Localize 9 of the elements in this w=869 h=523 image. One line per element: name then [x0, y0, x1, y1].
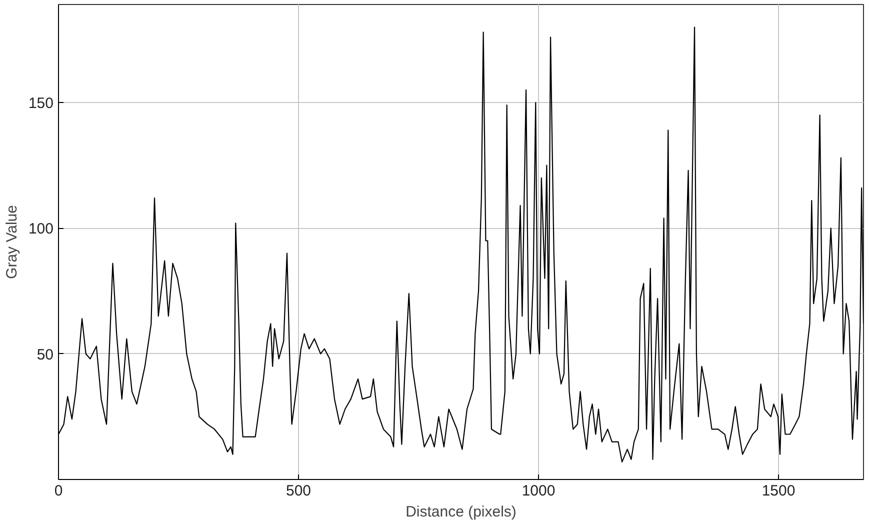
- x-axis-title: Distance (pixels): [406, 504, 516, 520]
- y-tick-label: 100: [28, 220, 54, 238]
- x-tick-label: 0: [54, 482, 63, 500]
- y-tick-label: 50: [36, 346, 54, 364]
- x-tick-label: 500: [286, 482, 312, 500]
- x-tick-label: 1500: [762, 482, 796, 500]
- y-tick-label: 150: [28, 95, 54, 112]
- y-axis-title: Gray Value: [3, 205, 20, 279]
- x-tick-label: 1000: [522, 482, 556, 500]
